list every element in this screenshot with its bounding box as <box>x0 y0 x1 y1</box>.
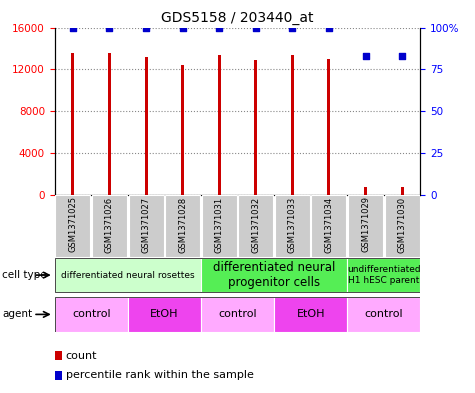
Text: GSM1371026: GSM1371026 <box>105 196 114 253</box>
Bar <box>202 195 237 257</box>
Bar <box>275 195 310 257</box>
Bar <box>55 297 128 332</box>
Text: differentiated neural rosettes: differentiated neural rosettes <box>61 271 195 279</box>
Bar <box>348 195 383 257</box>
Text: GSM1371032: GSM1371032 <box>251 196 260 253</box>
Text: cell type: cell type <box>2 270 47 280</box>
Point <box>179 24 186 31</box>
Point <box>142 24 150 31</box>
Text: GSM1371027: GSM1371027 <box>142 196 151 253</box>
Bar <box>400 187 404 195</box>
Point <box>69 24 77 31</box>
Bar <box>55 258 201 292</box>
Text: EtOH: EtOH <box>150 309 179 320</box>
Point <box>325 24 332 31</box>
Point <box>252 24 259 31</box>
Bar <box>385 195 419 257</box>
Bar <box>364 187 367 195</box>
Bar <box>327 59 331 195</box>
Text: control: control <box>218 309 257 320</box>
Text: GSM1371028: GSM1371028 <box>178 196 187 253</box>
Bar <box>181 65 184 195</box>
Text: undifferentiated
H1 hESC parent: undifferentiated H1 hESC parent <box>347 265 421 285</box>
Bar <box>128 297 201 332</box>
Point <box>105 24 113 31</box>
Text: GSM1371030: GSM1371030 <box>398 196 407 253</box>
Bar <box>274 297 347 332</box>
Text: control: control <box>72 309 111 320</box>
Text: GSM1371029: GSM1371029 <box>361 196 370 252</box>
Bar <box>347 297 420 332</box>
Text: agent: agent <box>2 309 32 320</box>
Bar <box>254 60 257 195</box>
Bar <box>201 258 347 292</box>
Point <box>398 53 406 59</box>
Text: GSM1371025: GSM1371025 <box>68 196 77 252</box>
Bar <box>108 53 111 195</box>
Point <box>289 24 296 31</box>
Text: differentiated neural
progenitor cells: differentiated neural progenitor cells <box>213 261 335 289</box>
Text: GSM1371031: GSM1371031 <box>215 196 224 253</box>
Point <box>216 24 223 31</box>
Text: GSM1371034: GSM1371034 <box>324 196 333 253</box>
Text: EtOH: EtOH <box>296 309 325 320</box>
Title: GDS5158 / 203440_at: GDS5158 / 203440_at <box>161 11 314 25</box>
Point <box>362 53 370 59</box>
Text: percentile rank within the sample: percentile rank within the sample <box>66 370 254 380</box>
Bar <box>129 195 163 257</box>
Text: GSM1371033: GSM1371033 <box>288 196 297 253</box>
Text: control: control <box>364 309 403 320</box>
Bar <box>218 55 221 195</box>
Text: count: count <box>66 351 97 361</box>
Bar <box>347 258 420 292</box>
Bar <box>92 195 127 257</box>
Bar <box>291 55 294 195</box>
Bar <box>201 297 274 332</box>
Bar <box>238 195 273 257</box>
Bar <box>312 195 346 257</box>
Bar <box>165 195 200 257</box>
Bar <box>71 53 75 195</box>
Bar <box>144 57 148 195</box>
Bar <box>56 195 90 257</box>
